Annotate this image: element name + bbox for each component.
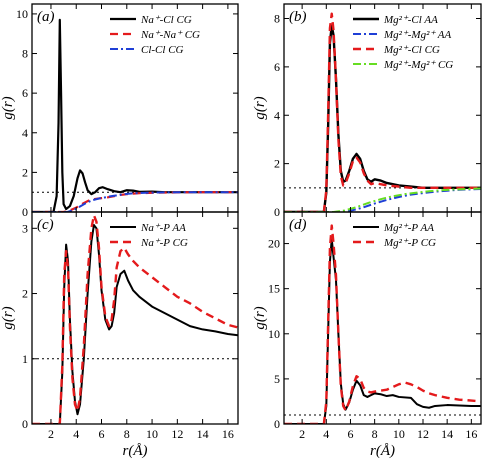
panel-tag: (c) [37,217,54,233]
x-tick-label: 12 [171,427,183,441]
legend: Mg²⁺-Cl AA Mg²⁺-Mg²⁺ AA Mg²⁺-Cl CG Mg²⁺-Mg²… [353,14,453,71]
legend-label-mg2p-cl-cg: Mg²⁺-Cl CG [383,44,440,56]
series-line-mg2p-p-aa [284,238,481,424]
y-tick-label: 0 [274,417,280,431]
y-tick-label: 4 [274,108,280,122]
x-tick-label: 8 [372,427,378,441]
y-tick-label: 0 [22,205,28,219]
series-line-mg2p-mg2p-aa [284,188,481,212]
legend-label-nap-nap-cg: Na⁺-Na⁺ CG [140,29,200,41]
panel-tag: (b) [289,9,307,25]
series-line-mg2p-mg2p-cg [284,187,481,212]
plot-frame [283,211,482,425]
x-tick-label: 4 [323,427,329,441]
series-line-mg2p-cl-cg [284,12,481,212]
legend-label-nap-cl-cg: Na⁺-Cl CG [140,14,192,26]
x-axis-label: r(Å) [370,443,395,459]
y-axis-label: g(r) [252,96,268,119]
x-tick-label: 16 [465,427,477,441]
x-tick-label: 14 [441,427,453,441]
y-tick-label: 20 [268,237,280,251]
y-tick-label: 8 [22,47,28,61]
series-line-mg2p-p-cg [284,224,481,424]
x-tick-label: 6 [99,427,105,441]
legend-label-mg2p-p-aa: Mg²⁺-P AA [383,222,434,234]
panel-d: 2 4 6 8 10 12 14 16 0 5 10 15 20 g(r) r(Å) (d) Mg²⁺-P AA… [252,211,482,459]
y-axis-label: g(r) [0,306,16,329]
x-tick-label: 2 [48,427,54,441]
x-tick-label: 10 [146,427,158,441]
plot-frame [31,211,239,425]
series-line-nap-p-aa [32,224,238,424]
y-tick-label: 0 [274,205,280,219]
x-tick-label: 8 [124,427,130,441]
y-tick-label: 6 [22,86,28,100]
y-tick-label: 15 [268,282,280,296]
x-tick-label: 10 [393,427,405,441]
x-tick-label: 4 [73,427,79,441]
y-tick-label: 6 [274,60,280,74]
y-tick-label: 3 [22,221,28,235]
legend: Mg²⁺-P AA Mg²⁺-P CG [353,222,436,249]
x-tick-label: 6 [347,427,353,441]
panel-tag: (a) [37,9,55,25]
y-tick-label: 2 [22,165,28,179]
y-axis-label: g(r) [0,96,16,119]
legend-label-mg2p-cl-aa: Mg²⁺-Cl AA [383,14,438,26]
x-tick-label: 12 [417,427,429,441]
panel-a: 0 2 4 6 8 10 g(r) (a) Na⁺-Cl CG Na⁺-Na⁺ CG Cl-Cl C… [0,3,239,219]
y-axis-label: g(r) [252,306,268,329]
x-tick-label: 14 [197,427,209,441]
y-tick-label: 10 [16,7,28,21]
x-axis-label: r(Å) [123,443,148,459]
legend-label-mg2p-p-cg: Mg²⁺-P CG [383,237,436,249]
legend: Na⁺-P AA Na⁺-P CG [110,222,188,249]
legend: Na⁺-Cl CG Na⁺-Na⁺ CG Cl-Cl CG [110,14,200,56]
panel-tag: (d) [289,217,307,233]
series-line-nap-cl-cg [32,18,238,212]
y-tick-label: 2 [274,157,280,171]
y-tick-label: 10 [268,327,280,341]
legend-label-mg2p-mg2p-aa: Mg²⁺-Mg²⁺ AA [383,29,451,41]
y-tick-label: 8 [274,12,280,26]
legend-label-nap-p-cg: Na⁺-P CG [140,237,188,249]
x-tick-label: 2 [299,427,305,441]
y-tick-label: 0 [22,417,28,431]
y-tick-label: 4 [22,126,28,140]
y-tick-label: 1 [22,352,28,366]
x-tick-label: 16 [222,427,234,441]
legend-label-cl-cl-cg: Cl-Cl CG [141,44,184,56]
legend-label-nap-p-aa: Na⁺-P AA [140,222,186,234]
legend-label-mg2p-mg2p-cg: Mg²⁺-Mg²⁺ CG [383,59,453,71]
y-tick-label: 5 [274,372,280,386]
series-line-nap-p-cg [32,214,238,424]
y-tick-label: 2 [22,287,28,301]
